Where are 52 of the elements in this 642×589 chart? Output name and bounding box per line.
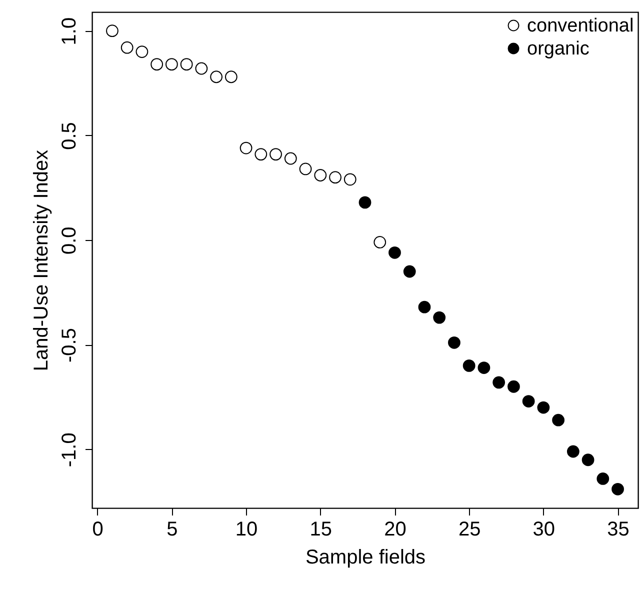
point bbox=[596, 472, 610, 485]
point bbox=[344, 173, 356, 186]
point bbox=[492, 376, 506, 389]
point bbox=[582, 454, 594, 466]
y-tick-label: -0.5 bbox=[58, 328, 80, 362]
point bbox=[314, 169, 327, 182]
point bbox=[507, 380, 520, 393]
point bbox=[106, 24, 118, 38]
point bbox=[210, 70, 223, 84]
point bbox=[150, 58, 164, 71]
point bbox=[462, 360, 476, 372]
x-tick-label: 35 bbox=[607, 518, 630, 540]
y-tick-label: 0.5 bbox=[58, 122, 80, 150]
y-tick-label: 1.0 bbox=[58, 17, 80, 46]
point bbox=[374, 236, 386, 248]
point bbox=[388, 246, 401, 259]
legend-label: conventional bbox=[527, 16, 634, 36]
point bbox=[478, 362, 490, 374]
point bbox=[537, 401, 550, 414]
x-tick-label: 10 bbox=[235, 518, 258, 540]
point bbox=[240, 142, 252, 154]
x-tick-label: 30 bbox=[532, 518, 556, 540]
y-axis-title: Land-Use Intensity Index bbox=[30, 150, 52, 372]
point bbox=[522, 395, 535, 408]
legend-label: organic bbox=[527, 38, 590, 60]
point bbox=[299, 162, 312, 176]
point bbox=[612, 482, 624, 496]
point bbox=[358, 196, 372, 209]
point bbox=[254, 148, 268, 160]
point bbox=[120, 41, 134, 54]
x-axis-title: Sample fields bbox=[305, 546, 426, 568]
point bbox=[224, 70, 238, 84]
point bbox=[270, 148, 282, 160]
point bbox=[329, 171, 342, 184]
x-tick-label: 20 bbox=[384, 518, 406, 540]
point bbox=[166, 58, 178, 71]
point bbox=[195, 62, 208, 75]
point bbox=[403, 265, 416, 278]
point bbox=[418, 300, 431, 314]
point bbox=[566, 445, 580, 458]
x-tick-label: 5 bbox=[166, 518, 178, 540]
point bbox=[552, 414, 564, 426]
x-tick-label: 15 bbox=[310, 518, 332, 540]
point bbox=[448, 336, 460, 349]
x-tick-label: 25 bbox=[458, 518, 481, 540]
y-tick-label: -1.0 bbox=[58, 432, 80, 468]
point bbox=[180, 58, 193, 71]
point bbox=[433, 311, 446, 324]
point bbox=[136, 46, 148, 58]
x-tick-label: 0 bbox=[92, 518, 104, 540]
y-tick-label: 0.0 bbox=[58, 226, 80, 255]
point bbox=[284, 152, 297, 165]
